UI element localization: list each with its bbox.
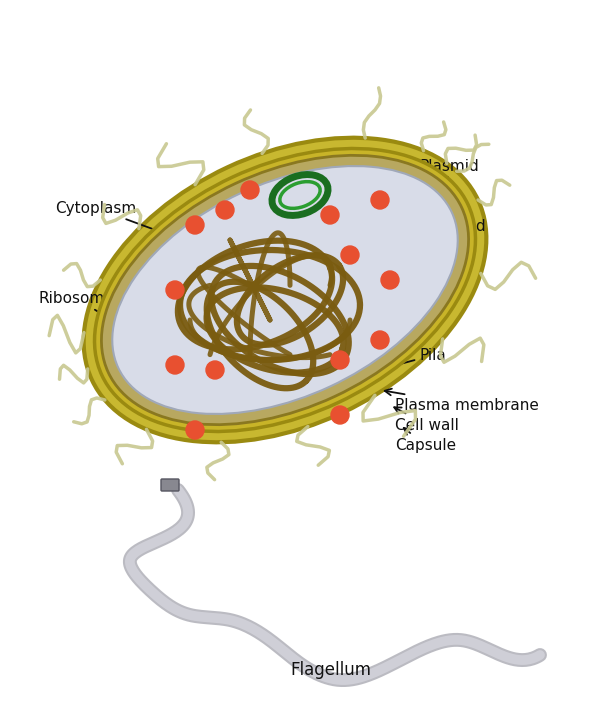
Circle shape — [186, 421, 204, 439]
Circle shape — [166, 281, 184, 299]
Text: Capsule: Capsule — [395, 428, 456, 453]
Circle shape — [341, 246, 359, 264]
Text: Cytoplasm: Cytoplasm — [55, 201, 214, 252]
Ellipse shape — [101, 156, 469, 425]
Text: Flagellum: Flagellum — [290, 661, 371, 679]
Ellipse shape — [94, 149, 475, 431]
Circle shape — [241, 181, 259, 199]
Ellipse shape — [112, 166, 458, 414]
Circle shape — [186, 216, 204, 234]
Circle shape — [371, 331, 389, 349]
Text: Cell wall: Cell wall — [394, 407, 459, 433]
Circle shape — [371, 191, 389, 209]
Circle shape — [206, 361, 224, 379]
Text: Pila: Pila — [383, 348, 447, 371]
Circle shape — [321, 206, 339, 224]
Circle shape — [216, 201, 234, 219]
Text: Nucleoid
DNA: Nucleoid DNA — [340, 218, 487, 259]
Text: Plasmid
DNA: Plasmid DNA — [335, 159, 480, 203]
FancyBboxPatch shape — [161, 479, 179, 491]
Circle shape — [381, 271, 399, 289]
Text: Plasma membrane: Plasma membrane — [384, 388, 539, 413]
Circle shape — [331, 406, 349, 424]
Circle shape — [331, 351, 349, 369]
Ellipse shape — [84, 138, 487, 442]
Circle shape — [166, 356, 184, 374]
Text: Ribosome: Ribosome — [38, 291, 182, 363]
